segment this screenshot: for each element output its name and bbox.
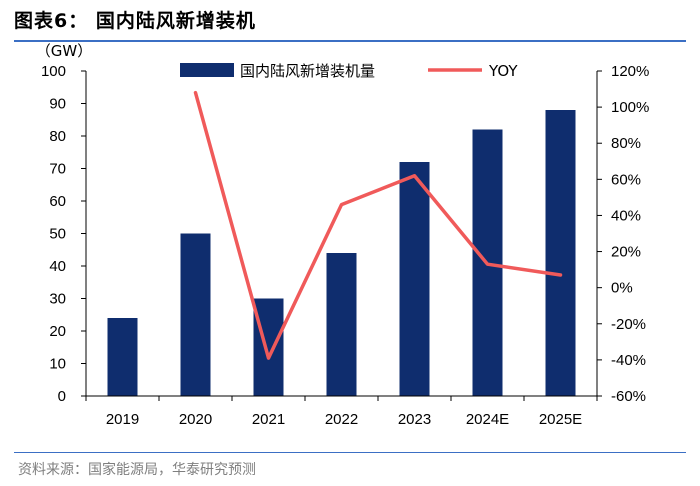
right-tick-label: 20%	[611, 244, 641, 261]
left-tick-label: 70	[49, 161, 66, 178]
right-tick-label: 40%	[611, 207, 641, 224]
bar-2021	[253, 298, 284, 396]
x-tick-label: 2024E	[466, 411, 509, 428]
left-tick-label: 40	[49, 258, 66, 275]
x-tick-label: 2023	[398, 411, 431, 428]
right-tick-label: -60%	[611, 388, 646, 405]
left-tick-label: 60	[49, 193, 66, 210]
figure-title: 图表6： 国内陆风新增装机	[14, 10, 256, 32]
left-tick-label: 50	[49, 226, 66, 243]
x-tick-label: 2020	[179, 411, 212, 428]
right-tick-label: 60%	[611, 171, 641, 188]
right-tick-label: 100%	[611, 99, 649, 116]
bar-2020	[180, 233, 211, 396]
legend-bar-swatch	[180, 63, 234, 77]
yoy-line	[193, 90, 563, 360]
left-tick-label: 100	[41, 63, 66, 80]
x-tick-label: 2019	[106, 411, 139, 428]
x-tick-label: 2021	[252, 411, 285, 428]
legend-bar-label: 国内陆风新增装机量	[240, 62, 375, 80]
x-tick-label: 2022	[325, 411, 358, 428]
right-tick-label: -20%	[611, 316, 646, 333]
bar-2022	[326, 253, 357, 396]
source-rule	[14, 452, 686, 453]
left-tick-label: 90	[49, 96, 66, 113]
right-tick-label: 80%	[611, 135, 641, 152]
bar-2023	[399, 162, 430, 396]
x-tick-label: 2025E	[539, 411, 582, 428]
title-rule	[14, 40, 686, 42]
chart: 0 10 20 30 40 50 60 70 80 90 100 -60% -40% -20% 0% 20% 4…	[36, 42, 650, 428]
legend-line-label: YOY	[488, 62, 518, 80]
bar-2025E	[545, 110, 576, 396]
right-tick-label: 120%	[611, 63, 649, 80]
left-axis-unit: （GW）	[36, 42, 92, 60]
source-note: 资料来源：国家能源局，华泰研究预测	[18, 462, 256, 478]
right-tick-label: 0%	[611, 280, 633, 297]
left-tick-label: 80	[49, 128, 66, 145]
bar-2019	[107, 318, 138, 396]
left-tick-label: 10	[49, 356, 66, 373]
right-tick-label: -40%	[611, 352, 646, 369]
left-tick-label: 20	[49, 323, 66, 340]
left-tick-label: 0	[58, 388, 66, 405]
left-tick-label: 30	[49, 291, 66, 308]
